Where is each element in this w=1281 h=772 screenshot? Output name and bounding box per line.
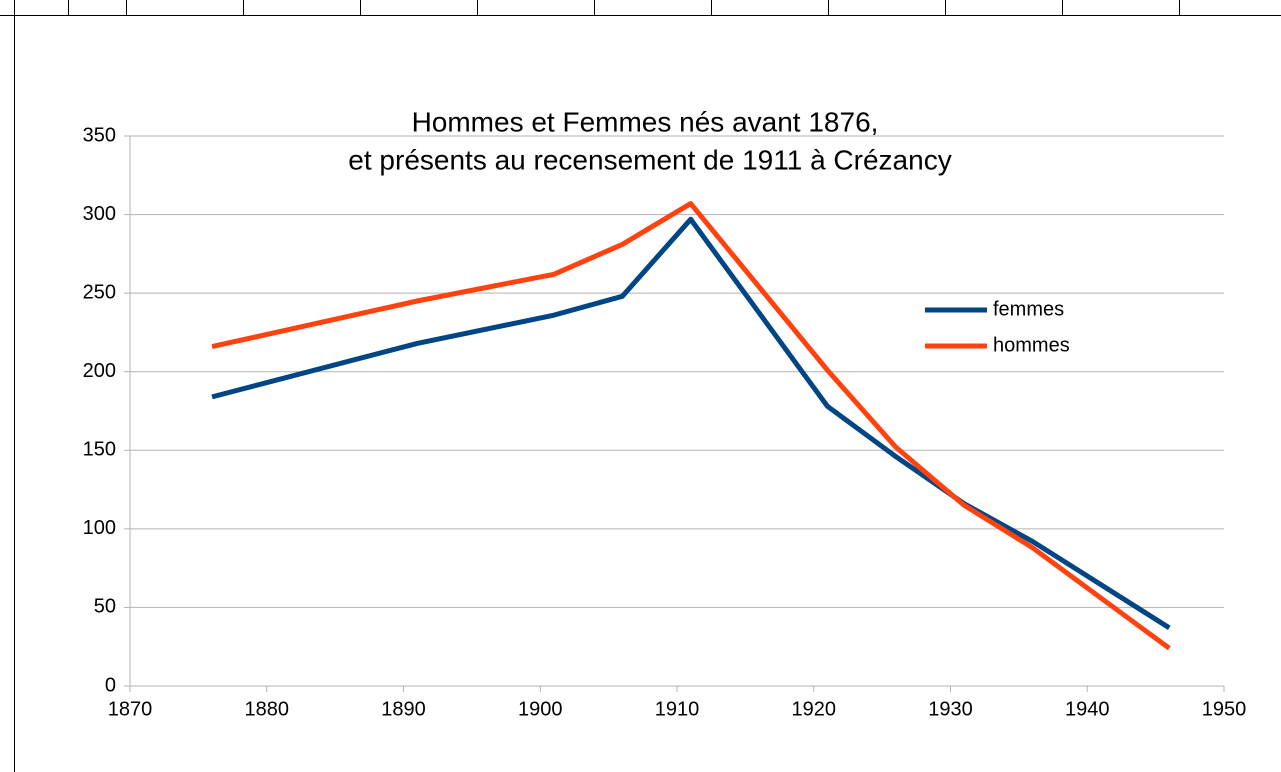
x-tick-label: 1950 [1202,698,1247,720]
series-line [211,201,1171,651]
x-tick-label: 1870 [108,698,153,720]
y-tick-label: 200 [83,360,116,382]
x-tick-label: 1890 [381,698,426,720]
x-tick-label: 1900 [518,698,563,720]
chart-title: et présents au recensement de 1911 à Cré… [348,144,951,175]
legend-label: femmes [993,298,1064,320]
x-tick-label: 1910 [655,698,700,720]
chart-title: Hommes et Femmes nés avant 1876, [412,106,879,137]
legend-label: hommes [993,334,1070,356]
y-tick-label: 0 [105,674,116,696]
y-tick-label: 100 [83,517,116,539]
y-tick-label: 300 [83,203,116,225]
y-tick-label: 250 [83,281,116,303]
y-tick-label: 150 [83,439,116,461]
x-tick-label: 1920 [792,698,837,720]
series-line [211,216,1171,630]
y-tick-label: 50 [94,596,116,618]
x-tick-label: 1880 [245,698,290,720]
y-tick-label: 350 [83,124,116,146]
x-tick-label: 1940 [1065,698,1110,720]
x-tick-label: 1930 [928,698,973,720]
